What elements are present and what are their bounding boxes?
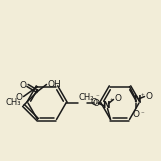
Text: O: O — [15, 93, 23, 102]
Text: O: O — [93, 99, 99, 108]
Text: CH₃: CH₃ — [6, 98, 22, 107]
Text: O: O — [19, 81, 27, 90]
Text: OH: OH — [47, 80, 61, 89]
Text: O: O — [90, 98, 98, 107]
Text: O: O — [133, 109, 140, 118]
Text: ⁻: ⁻ — [141, 112, 144, 118]
Text: ⁺: ⁺ — [141, 94, 144, 99]
Text: CH₂: CH₂ — [79, 93, 95, 102]
Text: O: O — [114, 94, 122, 103]
Text: ⁺: ⁺ — [109, 99, 113, 105]
Text: ⁻: ⁻ — [96, 95, 99, 100]
Text: O: O — [146, 92, 152, 101]
Text: N: N — [133, 95, 140, 104]
Text: N: N — [102, 101, 109, 110]
